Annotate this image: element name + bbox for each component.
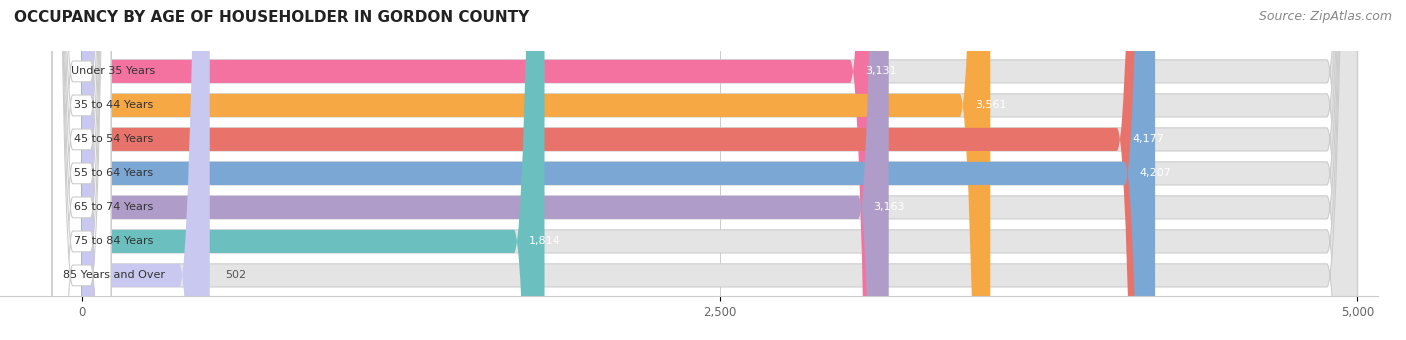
FancyBboxPatch shape — [82, 0, 1357, 340]
Text: 502: 502 — [225, 270, 246, 280]
FancyBboxPatch shape — [82, 0, 990, 340]
Text: 4,177: 4,177 — [1132, 134, 1164, 144]
FancyBboxPatch shape — [82, 0, 1357, 340]
FancyBboxPatch shape — [82, 0, 1357, 340]
Text: Under 35 Years: Under 35 Years — [72, 66, 156, 76]
Text: 3,163: 3,163 — [873, 202, 905, 212]
FancyBboxPatch shape — [82, 0, 1357, 340]
FancyBboxPatch shape — [82, 0, 880, 340]
Text: 85 Years and Over: 85 Years and Over — [62, 270, 165, 280]
FancyBboxPatch shape — [52, 0, 111, 340]
Text: 1,814: 1,814 — [529, 236, 561, 246]
FancyBboxPatch shape — [82, 0, 544, 340]
FancyBboxPatch shape — [82, 0, 1357, 340]
Text: 45 to 54 Years: 45 to 54 Years — [75, 134, 153, 144]
FancyBboxPatch shape — [52, 0, 111, 340]
FancyBboxPatch shape — [52, 0, 111, 340]
Text: 4,207: 4,207 — [1140, 168, 1171, 179]
FancyBboxPatch shape — [82, 0, 209, 340]
Text: 55 to 64 Years: 55 to 64 Years — [75, 168, 153, 179]
Text: 3,131: 3,131 — [865, 66, 897, 76]
Text: 3,561: 3,561 — [974, 100, 1007, 110]
FancyBboxPatch shape — [82, 0, 1147, 340]
FancyBboxPatch shape — [82, 0, 1156, 340]
FancyBboxPatch shape — [52, 0, 111, 340]
Text: Source: ZipAtlas.com: Source: ZipAtlas.com — [1258, 10, 1392, 23]
FancyBboxPatch shape — [52, 0, 111, 340]
Text: 65 to 74 Years: 65 to 74 Years — [75, 202, 153, 212]
FancyBboxPatch shape — [52, 0, 111, 340]
FancyBboxPatch shape — [82, 0, 889, 340]
Text: OCCUPANCY BY AGE OF HOUSEHOLDER IN GORDON COUNTY: OCCUPANCY BY AGE OF HOUSEHOLDER IN GORDO… — [14, 10, 529, 25]
Text: 35 to 44 Years: 35 to 44 Years — [75, 100, 153, 110]
FancyBboxPatch shape — [82, 0, 1357, 340]
FancyBboxPatch shape — [82, 0, 1357, 340]
FancyBboxPatch shape — [52, 0, 111, 340]
Text: 75 to 84 Years: 75 to 84 Years — [75, 236, 153, 246]
